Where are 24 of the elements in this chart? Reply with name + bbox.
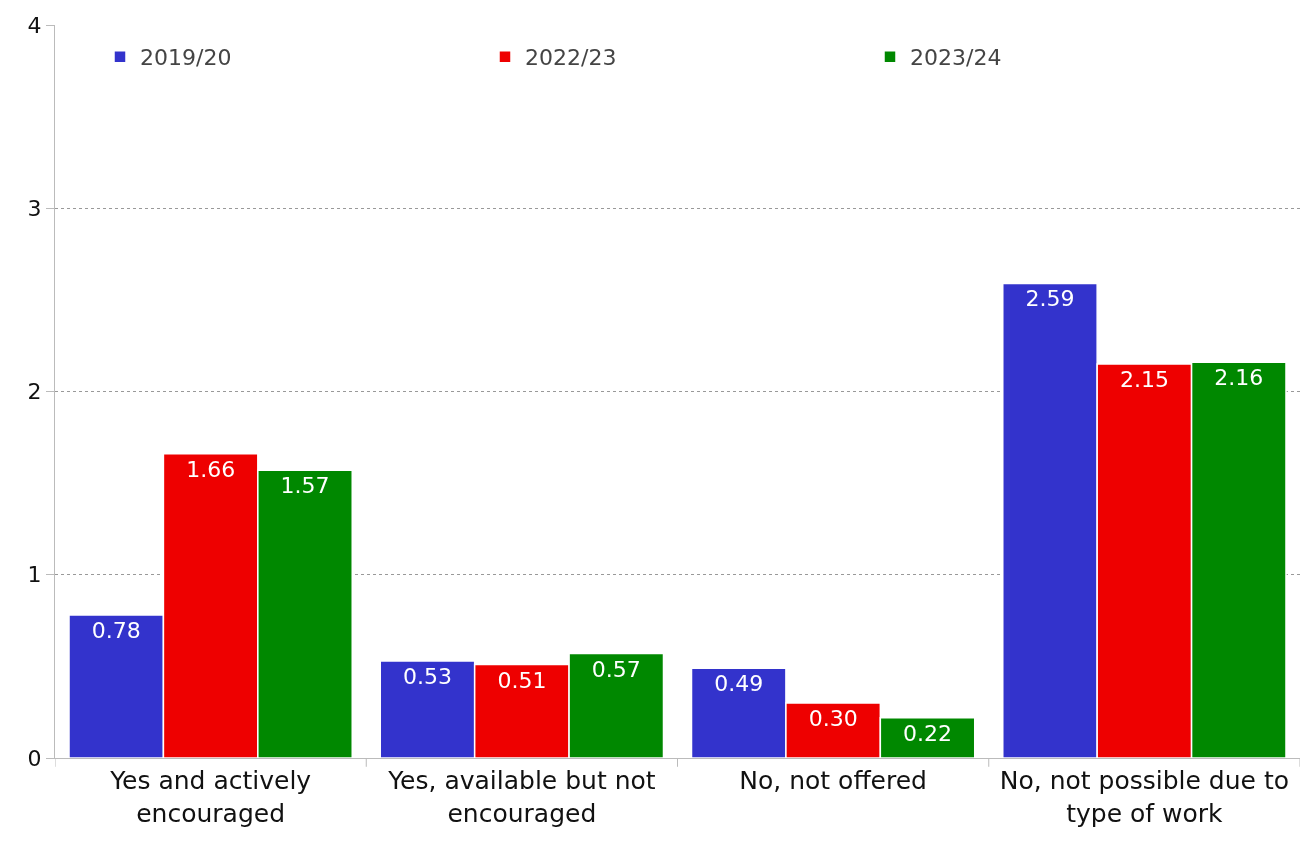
text: 2.15 (1119, 367, 1169, 393)
text: 2.16 (1214, 365, 1264, 391)
legend-label: 2023/24 (910, 45, 1002, 71)
text: 0.51 (497, 667, 547, 693)
text: 0.57 (591, 656, 641, 682)
text: 0.78 (91, 618, 141, 644)
x-tick-label: No, not offered (739, 766, 927, 795)
y-tick-label: 2 (27, 379, 42, 405)
y-tick-label: 4 (27, 12, 42, 38)
text: 1.66 (186, 456, 236, 482)
text: 0.22 (903, 720, 953, 746)
y-tick-label: 1 (27, 562, 42, 588)
legend-label: 2019/20 (140, 45, 232, 71)
legend-label: 2022/23 (525, 45, 617, 71)
x-tick-label: No, not possible due to type of work (999, 766, 1289, 828)
text: 0.30 (808, 706, 858, 732)
text: 0.53 (402, 663, 452, 689)
text: 0.49 (714, 671, 764, 697)
y-tick-label: 3 (27, 195, 42, 221)
text: 1.57 (280, 473, 330, 499)
text: 2.59 (1025, 286, 1075, 312)
x-tick-label: Yes and actively encouraged (109, 766, 312, 828)
y-tick-label: 0 (27, 745, 42, 771)
x-tick-label: Yes, available but not encouraged (387, 766, 656, 828)
